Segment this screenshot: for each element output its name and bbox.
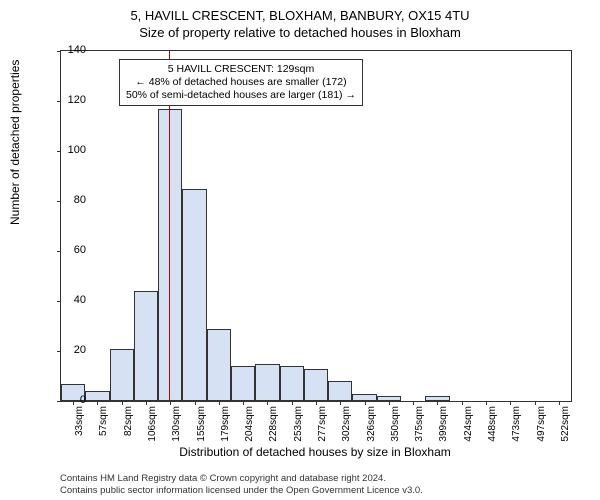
- x-tick-label: 253sqm: [293, 406, 304, 446]
- x-tick-label: 399sqm: [438, 406, 449, 446]
- histogram-bar: [352, 394, 376, 402]
- y-tick-mark: [57, 351, 61, 352]
- x-tick-mark: [267, 401, 268, 405]
- x-tick-mark: [389, 401, 390, 405]
- y-tick-label: 80: [74, 194, 86, 206]
- histogram-bar: [134, 291, 158, 401]
- annotation-line: ← 48% of detached houses are smaller (17…: [126, 76, 356, 89]
- x-tick-mark: [316, 401, 317, 405]
- y-tick-label: 60: [74, 244, 86, 256]
- histogram-bar: [304, 369, 328, 402]
- x-tick-mark: [535, 401, 536, 405]
- x-tick-label: 155sqm: [196, 406, 207, 446]
- histogram-bar: [231, 366, 255, 401]
- y-axis-label: Number of detached properties: [8, 60, 22, 225]
- x-tick-label: 82sqm: [123, 406, 134, 446]
- y-tick-mark: [57, 101, 61, 102]
- histogram-bar: [110, 349, 134, 402]
- chart-subtitle: Size of property relative to detached ho…: [0, 23, 600, 40]
- x-tick-mark: [219, 401, 220, 405]
- x-tick-label: 302sqm: [341, 406, 352, 446]
- y-tick-mark: [57, 401, 61, 402]
- y-tick-label: 20: [74, 344, 86, 356]
- x-tick-label: 473sqm: [511, 406, 522, 446]
- x-tick-mark: [243, 401, 244, 405]
- x-tick-mark: [292, 401, 293, 405]
- x-tick-mark: [97, 401, 98, 405]
- x-tick-mark: [122, 401, 123, 405]
- histogram-bar: [85, 391, 109, 401]
- histogram-bar: [328, 381, 352, 401]
- x-tick-label: 522sqm: [560, 406, 571, 446]
- chart-title: 5, HAVILL CRESCENT, BLOXHAM, BANBURY, OX…: [0, 0, 600, 23]
- x-tick-label: 277sqm: [317, 406, 328, 446]
- y-tick-mark: [57, 251, 61, 252]
- y-tick-mark: [57, 301, 61, 302]
- x-tick-mark: [437, 401, 438, 405]
- annotation-box: 5 HAVILL CRESCENT: 129sqm ← 48% of detac…: [119, 59, 363, 106]
- y-tick-label: 0: [80, 394, 86, 406]
- x-tick-label: 179sqm: [220, 406, 231, 446]
- x-tick-mark: [340, 401, 341, 405]
- x-tick-mark: [413, 401, 414, 405]
- y-tick-mark: [57, 201, 61, 202]
- annotation-line: 50% of semi-detached houses are larger (…: [126, 89, 356, 102]
- y-tick-label: 40: [74, 294, 86, 306]
- histogram-bar: [207, 329, 231, 402]
- x-tick-mark: [486, 401, 487, 405]
- y-tick-label: 140: [68, 44, 86, 56]
- x-tick-mark: [170, 401, 171, 405]
- y-tick-label: 100: [68, 144, 86, 156]
- plot-area: 5 HAVILL CRESCENT: 129sqm ← 48% of detac…: [60, 50, 572, 402]
- annotation-line: 5 HAVILL CRESCENT: 129sqm: [126, 63, 356, 76]
- footer-text: Contains HM Land Registry data © Crown c…: [60, 473, 423, 496]
- x-tick-label: 326sqm: [366, 406, 377, 446]
- y-tick-mark: [57, 51, 61, 52]
- histogram-bar: [280, 366, 304, 401]
- y-tick-label: 120: [68, 94, 86, 106]
- x-tick-mark: [462, 401, 463, 405]
- x-tick-label: 497sqm: [536, 406, 547, 446]
- histogram-bar: [182, 189, 206, 402]
- x-tick-label: 57sqm: [98, 406, 109, 446]
- x-tick-label: 106sqm: [147, 406, 158, 446]
- x-tick-label: 448sqm: [487, 406, 498, 446]
- x-tick-label: 228sqm: [268, 406, 279, 446]
- x-tick-mark: [365, 401, 366, 405]
- x-tick-label: 33sqm: [74, 406, 85, 446]
- x-tick-label: 350sqm: [390, 406, 401, 446]
- histogram-bar: [158, 109, 182, 402]
- x-tick-mark: [73, 401, 74, 405]
- footer-line: Contains HM Land Registry data © Crown c…: [60, 473, 423, 484]
- histogram-bar: [255, 364, 279, 402]
- x-tick-mark: [195, 401, 196, 405]
- footer-line: Contains public sector information licen…: [60, 485, 423, 496]
- x-tick-label: 130sqm: [171, 406, 182, 446]
- x-tick-mark: [146, 401, 147, 405]
- y-tick-mark: [57, 151, 61, 152]
- x-tick-label: 204sqm: [244, 406, 255, 446]
- x-tick-label: 424sqm: [463, 406, 474, 446]
- x-tick-mark: [510, 401, 511, 405]
- x-axis-label: Distribution of detached houses by size …: [60, 445, 570, 459]
- x-tick-mark: [559, 401, 560, 405]
- x-tick-label: 375sqm: [414, 406, 425, 446]
